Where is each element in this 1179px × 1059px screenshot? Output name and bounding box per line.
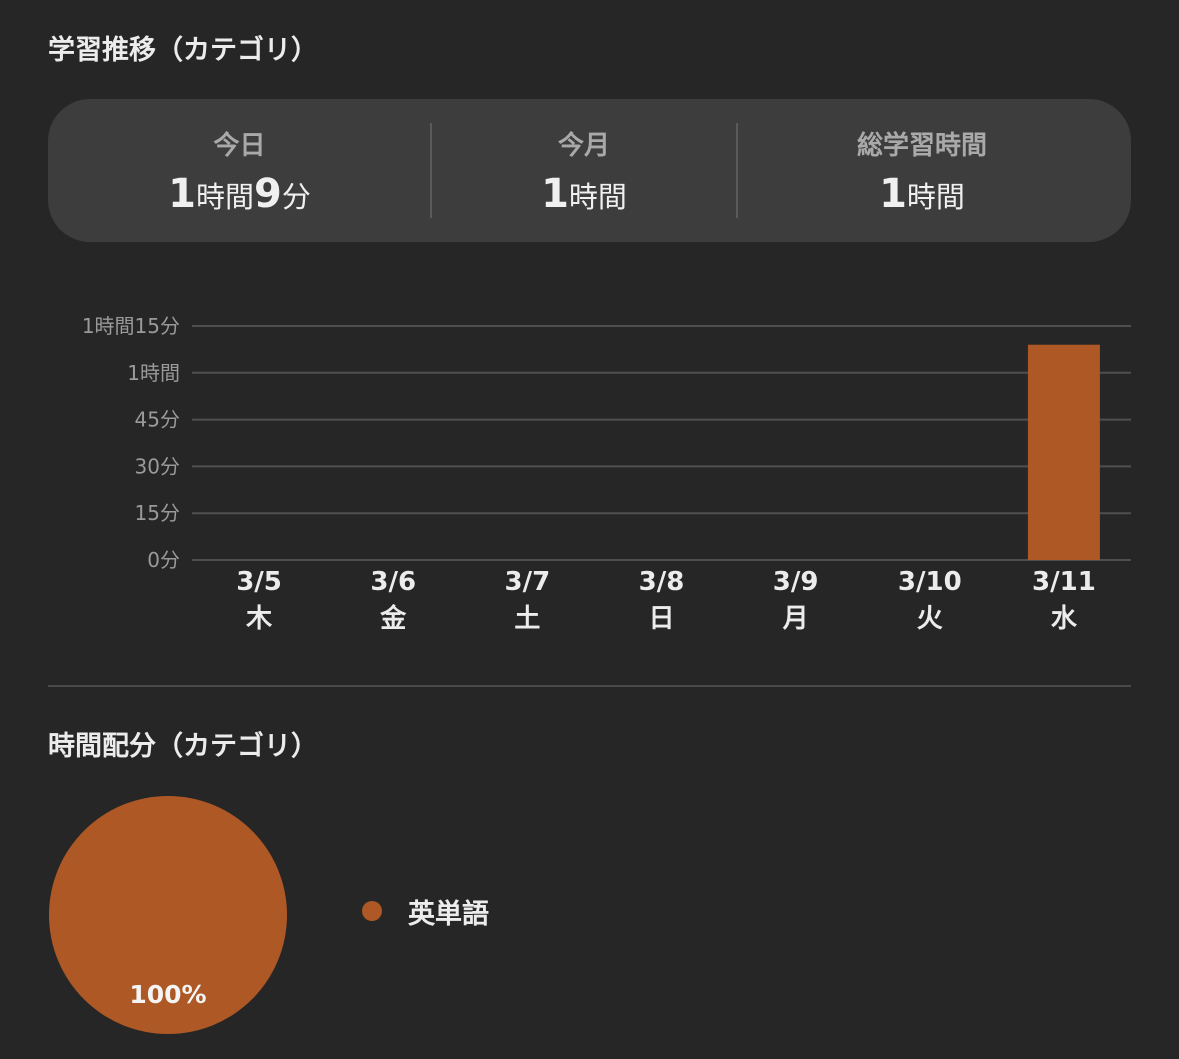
x-tick-weekday: 水 — [1051, 604, 1078, 634]
y-tick-label: 30分 — [135, 454, 180, 478]
stat-total: 総学習時間 1時間 — [738, 99, 1106, 242]
study-trend-bar-chart: 0分 15分 30分 45分 1時間 1時間15分 3/5 木 3/6 金 3/7 土 3/8 日 3/9 月… — [82, 314, 1131, 634]
y-tick-label: 1時間15分 — [82, 314, 180, 338]
x-tick-date: 3/8 — [639, 567, 685, 597]
time-distribution-pie-chart: 100% — [49, 796, 287, 1034]
stat-today-minutes: 9 — [254, 171, 282, 217]
legend-color-dot — [362, 901, 382, 921]
stat-divider — [430, 123, 432, 218]
pie-slice — [49, 796, 287, 1034]
stat-month-hours-unit: 時間 — [568, 180, 627, 214]
pie-slice-label: 100% — [129, 980, 206, 1009]
stat-today-label: 今日 — [213, 131, 266, 161]
x-tick-weekday: 日 — [648, 604, 674, 634]
stat-today: 今日 1時間9分 — [48, 99, 431, 242]
stat-total-hours: 1 — [879, 171, 907, 217]
x-tick-weekday: 金 — [379, 603, 407, 634]
legend-label: 英単語 — [408, 898, 489, 930]
legend-item-english-vocab: 英単語 — [362, 893, 489, 930]
section-divider — [48, 685, 1131, 687]
x-tick-weekday: 火 — [917, 604, 943, 634]
stat-today-value: 1時間9分 — [48, 171, 431, 217]
x-tick-date: 3/6 — [370, 567, 416, 597]
x-tick-date: 3/5 — [236, 567, 282, 597]
stat-today-minutes-unit: 分 — [281, 180, 311, 214]
x-tick-weekday: 土 — [514, 604, 540, 634]
x-tick-weekday: 木 — [245, 604, 272, 634]
trend-section-title: 学習推移（カテゴリ） — [48, 35, 318, 66]
stat-today-hours-unit: 時間 — [195, 180, 254, 214]
stat-total-hours-unit: 時間 — [906, 180, 965, 214]
y-tick-label: 15分 — [135, 501, 180, 525]
x-tick-weekday: 月 — [782, 604, 809, 634]
stat-month: 今月 1時間 — [432, 99, 736, 242]
y-tick-label: 0分 — [147, 548, 180, 572]
x-tick-date: 3/7 — [505, 567, 551, 597]
stat-total-label: 総学習時間 — [856, 131, 987, 161]
y-tick-label: 45分 — [135, 408, 180, 432]
x-tick-date: 3/9 — [773, 567, 819, 597]
x-tick-date: 3/10 — [898, 567, 962, 597]
stat-month-label: 今月 — [557, 131, 610, 161]
summary-card: 今日 1時間9分 今月 1時間 総学習時間 1時間 — [48, 99, 1131, 242]
stat-month-value: 1時間 — [432, 171, 736, 217]
bar-3/11 — [1027, 344, 1100, 560]
y-tick-label: 1時間 — [127, 361, 180, 385]
distribution-section-title: 時間配分（カテゴリ） — [48, 731, 318, 762]
x-tick-date: 3/11 — [1032, 567, 1096, 597]
stat-total-value: 1時間 — [738, 171, 1106, 217]
stat-divider — [736, 123, 738, 218]
stat-month-hours: 1 — [541, 171, 569, 217]
stat-today-hours: 1 — [168, 171, 196, 217]
